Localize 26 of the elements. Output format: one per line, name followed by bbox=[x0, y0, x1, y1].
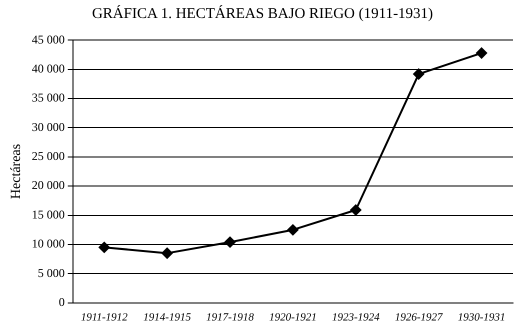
y-tick-label: 15 000 bbox=[32, 207, 65, 222]
x-tick-label: 1926-1927 bbox=[394, 311, 443, 324]
point bbox=[162, 248, 173, 259]
y-tick-label: 10 000 bbox=[32, 236, 65, 251]
x-tick-label: 1923-1924 bbox=[332, 311, 380, 324]
x-tick-label: 1920-1921 bbox=[269, 311, 317, 324]
y-tick-label: 20 000 bbox=[32, 178, 65, 192]
y-axis-title: Hectáreas bbox=[9, 144, 24, 200]
y-tick-label: 35 000 bbox=[32, 90, 65, 105]
y-tick-label: 5 000 bbox=[38, 266, 65, 280]
y-tick-label: 45 000 bbox=[32, 32, 65, 46]
point bbox=[350, 204, 362, 216]
x-tick-label: 1914-1915 bbox=[143, 311, 192, 324]
point bbox=[287, 224, 298, 236]
point bbox=[476, 48, 488, 59]
x-tick-label: 1930-1931 bbox=[458, 311, 506, 324]
point bbox=[98, 242, 110, 253]
y-tick-label: 30 000 bbox=[32, 120, 65, 134]
x-tick-label: 1911-1912 bbox=[80, 311, 128, 324]
point bbox=[413, 68, 424, 80]
y-tick-label: 0 bbox=[58, 294, 65, 309]
y-tick-label: 40 000 bbox=[32, 62, 65, 76]
point bbox=[224, 236, 236, 248]
x-tick-label: 1917-1918 bbox=[206, 311, 254, 324]
chart-title: GRÁFICA 1. HECTÁREAS BAJO RIEGO (1911-1931) bbox=[90, 6, 434, 23]
y-tick-label: 25 000 bbox=[32, 149, 65, 164]
